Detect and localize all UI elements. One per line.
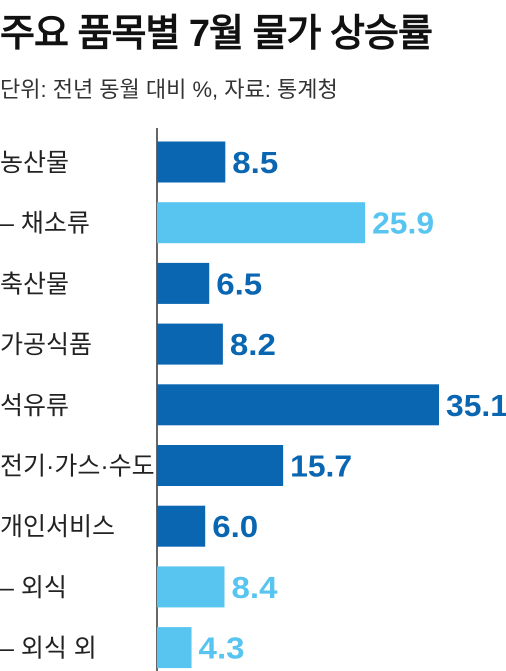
value-label: 15.7 [290, 449, 352, 484]
bar [157, 505, 206, 547]
category-label: – 외식 외 [0, 635, 97, 663]
bars [157, 141, 439, 669]
category-label: – 외식 [0, 574, 67, 602]
bar [157, 141, 226, 183]
category-label: 농산물 [0, 149, 69, 177]
value-label: 8.2 [230, 327, 276, 362]
category-label: 개인서비스 [0, 513, 115, 541]
bar [157, 323, 223, 365]
value-label: 6.0 [212, 509, 258, 544]
value-label: 4.3 [199, 631, 245, 666]
value-label: 6.5 [216, 266, 262, 301]
value-label: 25.9 [372, 206, 434, 241]
value-label: 8.5 [232, 145, 278, 180]
bar [157, 262, 210, 304]
category-label: 전기·가스·수도 [0, 453, 155, 481]
value-label: 8.4 [231, 570, 278, 605]
bar [157, 202, 366, 244]
bar [157, 566, 225, 608]
value-labels: 8.5 25.9 6.5 8.2 35.1 15.7 6.0 8.4 4.3 [199, 145, 506, 666]
category-label: – 채소류 [0, 210, 90, 238]
category-label: 석유류 [0, 392, 69, 420]
value-label: 35.1 [446, 388, 506, 423]
bar [157, 445, 284, 486]
category-label: 가공식품 [0, 331, 92, 359]
category-label: 축산물 [0, 270, 69, 298]
chart-subtitle: 단위: 전년 동월 대비 %, 자료: 통계청 [0, 77, 338, 102]
bar [157, 627, 192, 669]
chart-title: 주요 품목별 7월 물가 상승률 [0, 13, 433, 55]
bar [157, 384, 439, 426]
